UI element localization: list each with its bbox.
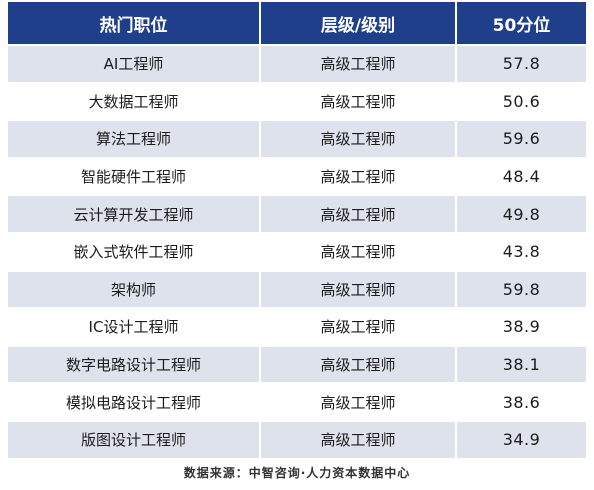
p50-cell: 43.8: [456, 231, 586, 271]
table-row: 版图设计工程师 高级工程师 34.9: [8, 419, 586, 458]
p50-cell: 49.8: [456, 194, 586, 233]
table-row: 云计算开发工程师 高级工程师 49.8: [8, 194, 586, 233]
position-cell: 大数据工程师: [8, 81, 261, 121]
level-cell: 高级工程师: [260, 382, 457, 421]
table-row: 架构师 高级工程师 59.8: [8, 269, 586, 309]
table-row: AI工程师 高级工程师 57.8: [8, 44, 586, 83]
position-cell: 嵌入式软件工程师: [8, 231, 261, 271]
column-header-level: 层级/级别: [260, 2, 457, 45]
table-row: 智能硬件工程师 高级工程师 48.4: [8, 156, 586, 196]
table-row: 模拟电路设计工程师 高级工程师 38.6: [8, 382, 586, 421]
position-cell: 云计算开发工程师: [8, 194, 261, 233]
level-cell: 高级工程师: [260, 194, 457, 233]
p50-cell: 48.4: [456, 156, 586, 196]
p50-cell: 38.9: [456, 307, 586, 346]
p50-cell: 59.6: [456, 119, 586, 158]
table-row: IC设计工程师 高级工程师 38.9: [8, 307, 586, 346]
level-cell: 高级工程师: [260, 269, 457, 309]
position-cell: 智能硬件工程师: [8, 156, 261, 196]
header-row: 热门职位 层级/级别 50分位: [8, 2, 586, 45]
level-cell: 高级工程师: [260, 156, 457, 196]
position-cell: 模拟电路设计工程师: [8, 382, 261, 421]
p50-cell: 34.9: [456, 419, 586, 458]
position-cell: 数字电路设计工程师: [8, 344, 261, 384]
column-header-p50: 50分位: [456, 2, 586, 45]
position-cell: IC设计工程师: [8, 307, 261, 346]
table-header: 热门职位 层级/级别 50分位: [8, 2, 586, 45]
position-cell: 版图设计工程师: [8, 419, 261, 458]
level-cell: 高级工程师: [260, 419, 457, 458]
table-body: AI工程师 高级工程师 57.8 大数据工程师 高级工程师 50.6 算法工程师…: [8, 44, 586, 458]
salary-table: 热门职位 层级/级别 50分位 AI工程师 高级工程师 57.8 大数据工程师 …: [8, 2, 586, 458]
position-cell: 算法工程师: [8, 119, 261, 158]
table-row: 嵌入式软件工程师 高级工程师 43.8: [8, 231, 586, 271]
level-cell: 高级工程师: [260, 307, 457, 346]
level-cell: 高级工程师: [260, 344, 457, 384]
data-source-note: 数据来源：中智咨询·人力资本数据中心: [183, 466, 411, 480]
level-cell: 高级工程师: [260, 81, 457, 121]
p50-cell: 59.8: [456, 269, 586, 309]
p50-cell: 57.8: [456, 44, 586, 83]
table-row: 算法工程师 高级工程师 59.6: [8, 119, 586, 158]
p50-cell: 38.6: [456, 382, 586, 421]
table-row: 大数据工程师 高级工程师 50.6: [8, 81, 586, 121]
level-cell: 高级工程师: [260, 119, 457, 158]
column-header-position: 热门职位: [8, 2, 261, 45]
table-row: 数字电路设计工程师 高级工程师 38.1: [8, 344, 586, 384]
level-cell: 高级工程师: [260, 231, 457, 271]
position-cell: AI工程师: [8, 44, 261, 83]
level-cell: 高级工程师: [260, 44, 457, 83]
position-cell: 架构师: [8, 269, 261, 309]
p50-cell: 50.6: [456, 81, 586, 121]
p50-cell: 38.1: [456, 344, 586, 384]
